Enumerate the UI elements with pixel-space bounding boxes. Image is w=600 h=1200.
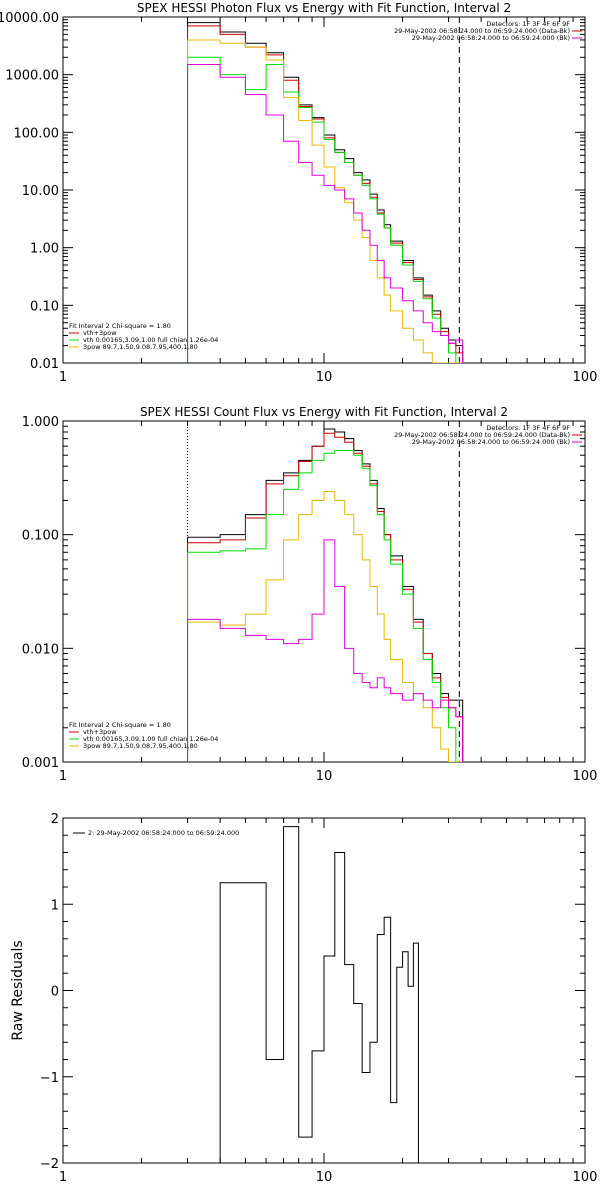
fit-legend-line-1: vth+3pow [83,728,117,736]
y-tick-label-0: 0.01 [30,357,59,372]
series-line-0-1 [187,25,464,363]
y-tick-label-1: 0.100 [22,529,59,544]
series-line-2-0 [187,826,464,1163]
series-line-1-2 [187,450,463,762]
y-tick-label-1: 0.001 [22,756,59,771]
fit-legend-line-1: Fit Interval 2 Chi-square = 1.80 [69,721,171,729]
series-line-1-0 [187,428,464,762]
y-axis-label-2: Raw Residuals [10,940,26,1040]
series-line-1-1 [187,432,464,762]
y-tick-label-0: 100.00 [14,126,60,141]
y-tick-label-0: 1.00 [30,242,59,257]
series-line-1-3 [187,490,463,762]
series-line-1-4 [187,539,464,762]
x-tick-label-0: 10 [316,370,333,385]
series-line-0-3 [187,39,463,363]
y-tick-label-0: 10000.00 [0,11,59,26]
chart-title-0: SPEX HESSI Photon Flux vs Energy with Fi… [137,1,511,15]
y-tick-label-0: 1000.00 [5,69,59,84]
header-line-1: 29-May-2002 06:58:24.000 to 06:59:24.000… [412,438,570,446]
series-line-0-0 [187,22,464,363]
fit-legend-line-0: Fit Interval 2 Chi-square = 1.80 [69,322,171,330]
y-tick-label-0: 0.10 [30,299,59,314]
y-tick-label-2: −2 [40,1157,59,1172]
series-line-0-4 [187,64,464,363]
x-tick-label-2: 10 [316,1170,333,1185]
chart-title-1: SPEX HESSI Count Flux vs Energy with Fit… [140,405,508,419]
x-tick-label-0: 1 [59,370,67,385]
legend-text-2: 2: 29-May-2002 06:58:24.000 to 06:59:24.… [88,829,239,837]
fit-legend-line-0: 3pow 89.7,1.50,9.08,7.95,400,1.80 [83,343,198,351]
x-tick-label-1: 100 [573,769,598,784]
y-tick-label-2: 0 [51,985,59,1000]
y-tick-label-1: 0.010 [22,642,59,657]
plot-frame-0 [62,16,586,364]
fit-legend-line-1: vth 0.00165,3.09,1.00 full chian 1.26e-0… [83,735,218,743]
y-tick-label-2: 2 [51,812,59,827]
x-tick-label-0: 100 [573,370,598,385]
x-tick-label-1: 1 [59,769,67,784]
y-tick-label-2: −1 [40,1071,59,1086]
fit-legend-line-0: vth+3pow [83,329,117,337]
x-tick-label-2: 100 [573,1170,598,1185]
header-line-1: 29-May-2002 06:58:24.000 to 06:59:24.000… [394,431,570,439]
header-line-1: Detectors: 1F 3F 4F 6F 9F [486,424,570,432]
fit-legend-line-0: vth 0.00165,3.09,1.00 full chian 1.26e-0… [83,336,218,344]
header-line-0: 29-May-2002 06:58:24.000 to 06:59:24.000… [412,34,570,42]
y-tick-label-0: 10.00 [22,184,59,199]
series-line-0-2 [187,56,463,363]
fit-legend-line-1: 3pow 89.7,1.50,9.08,7.95,400,1.80 [83,742,198,750]
y-tick-label-2: 1 [51,898,59,913]
x-tick-label-2: 1 [59,1170,67,1185]
header-line-0: 29-May-2002 06:58:24.000 to 06:59:24.000… [394,27,570,35]
y-tick-label-1: 1.000 [22,415,59,430]
x-tick-label-1: 10 [316,769,333,784]
header-line-0: Detectors: 1F 3F 4F 6F 9F [486,20,570,28]
